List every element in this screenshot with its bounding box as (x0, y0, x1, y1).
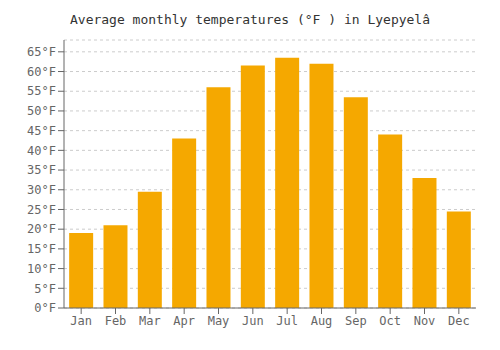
svg-text:Feb: Feb (105, 314, 127, 328)
svg-text:45°F: 45°F (27, 124, 56, 138)
svg-text:5°F: 5°F (34, 282, 56, 296)
svg-text:40°F: 40°F (27, 144, 56, 158)
svg-text:Sep: Sep (345, 314, 367, 328)
svg-text:30°F: 30°F (27, 183, 56, 197)
svg-text:Aug: Aug (311, 314, 333, 328)
svg-text:55°F: 55°F (27, 84, 56, 98)
svg-text:Mar: Mar (139, 314, 161, 328)
svg-text:60°F: 60°F (27, 65, 56, 79)
html-text:Average monthly temperatures (: Average monthly temperatures (°F ) in Ly… (70, 12, 430, 27)
svg-text:Apr: Apr (173, 314, 195, 328)
svg-text:Dec: Dec (448, 314, 470, 328)
svg-text:Oct: Oct (379, 314, 401, 328)
svg-text:20°F: 20°F (27, 222, 56, 236)
svg-text:0°F: 0°F (34, 301, 56, 315)
svg-text:35°F: 35°F (27, 163, 56, 177)
svg-text:25°F: 25°F (27, 203, 56, 217)
svg-text:May: May (208, 314, 230, 328)
svg-text:10°F: 10°F (27, 262, 56, 276)
svg-text:Jul: Jul (276, 314, 298, 328)
svg-text:50°F: 50°F (27, 104, 56, 118)
svg-text:15°F: 15°F (27, 242, 56, 256)
svg-text:Nov: Nov (414, 314, 436, 328)
svg-text:65°F: 65°F (27, 45, 56, 59)
svg-text:Jun: Jun (242, 314, 264, 328)
svg-text:Jan: Jan (70, 314, 92, 328)
